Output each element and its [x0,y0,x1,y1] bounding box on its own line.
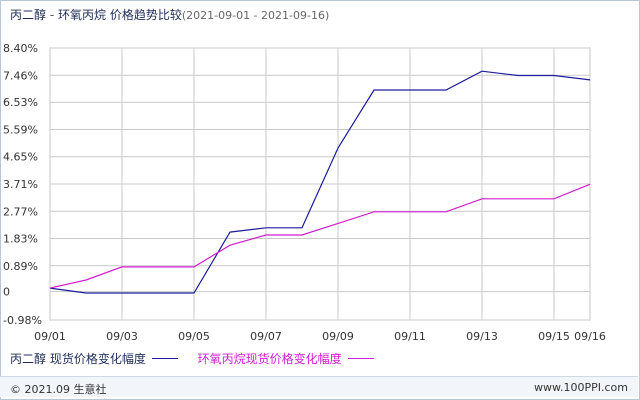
title-date-range: (2021-09-01 - 2021-09-16) [181,9,330,22]
legend: 丙二醇 现货价格变化幅度 环氧丙烷现货价格变化幅度 [10,350,390,367]
y-tick-label: 3.71% [3,178,38,191]
y-tick-label: 4.65% [3,151,38,164]
y-tick-label: 2.77% [3,205,38,218]
y-tick-label: 0.89% [3,260,38,273]
series-line-1 [49,70,591,294]
y-tick-label: -0.98% [3,314,42,327]
footer-bar: © 2021.09 生意社 www.100PPI.com [0,376,638,397]
x-tick-label: 09/11 [394,330,426,343]
y-tick-label: 7.46% [3,69,38,82]
title-separator: - [46,8,58,22]
legend-label-series2: 环氧丙烷现货价格变化幅度 [197,352,342,366]
x-tick-label: 09/01 [34,330,66,343]
x-tick-label: 09/03 [106,330,138,343]
legend-swatch-series2 [347,358,374,359]
x-tick-label: 09/15 [538,330,570,343]
x-tick-label: 09/05 [178,330,210,343]
legend-label-series1: 丙二醇 现货价格变化幅度 [10,352,146,366]
series-line-2 [49,183,591,289]
x-tick-label: 09/07 [250,330,282,343]
footer-site-link[interactable]: www.100PPI.com [534,381,628,394]
y-tick-label: 0 [3,286,10,299]
y-tick-label: 6.53% [3,96,38,109]
y-tick-label: 8.40% [3,42,38,55]
footer-copyright: © 2021.09 生意社 [10,383,107,396]
legend-item-series2: 环氧丙烷现货价格变化幅度 [198,350,374,367]
y-tick-label: 1.83% [3,233,38,246]
title-series-a: 丙二醇 [10,8,47,22]
y-tick-label: 5.59% [3,123,38,136]
x-tick-label: 09/13 [466,330,498,343]
x-tick-label: 09/09 [322,330,354,343]
title-subtitle: 价格趋势比较 [109,8,182,22]
x-tick-label: 09/16 [574,330,606,343]
chart-title: 丙二醇 - 环氧丙烷 价格趋势比较(2021-09-01 - 2021-09-1… [10,6,329,23]
legend-swatch-series1 [151,358,178,359]
legend-item-series1: 丙二醇 现货价格变化幅度 [10,350,178,367]
title-series-b: 环氧丙烷 [57,8,106,22]
